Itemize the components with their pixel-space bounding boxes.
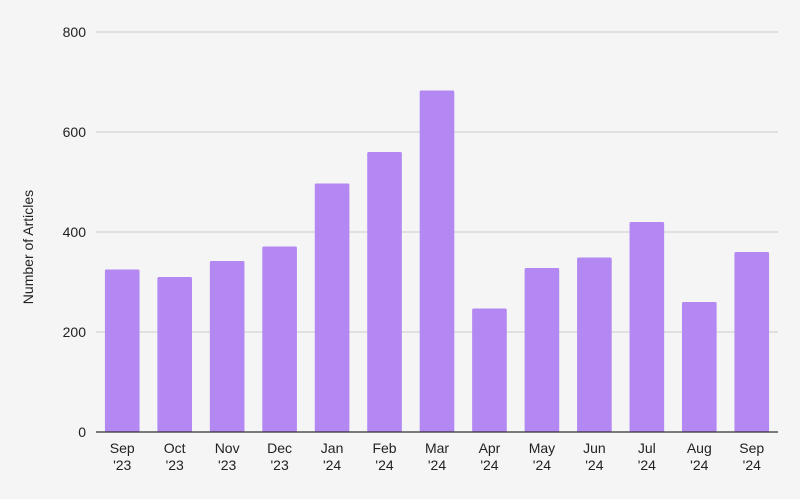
- y-tick-label: 600: [63, 124, 87, 140]
- y-tick-label: 800: [63, 24, 87, 40]
- y-axis-ticks: 0 200 400 600 800: [63, 24, 87, 440]
- bar: [209, 261, 245, 432]
- bar: [314, 183, 350, 432]
- y-tick-label: 400: [63, 224, 87, 240]
- bar: [104, 269, 140, 432]
- x-tick-label: Apr '24: [479, 440, 501, 473]
- x-tick-label: Aug '24: [687, 440, 712, 473]
- y-axis-label: Number of Articles: [20, 190, 36, 304]
- y-tick-label: 200: [63, 324, 87, 340]
- bar: [524, 268, 560, 432]
- y-tick-label: 0: [78, 424, 86, 440]
- x-tick-label: May '24: [529, 440, 555, 473]
- x-tick-label: Dec '23: [267, 440, 292, 473]
- x-tick-label: Jul '24: [638, 440, 656, 473]
- x-tick-label: Feb '24: [372, 440, 396, 473]
- x-tick-label: Jun '24: [583, 440, 606, 473]
- x-tick-label: Nov '23: [215, 440, 240, 473]
- bar: [681, 302, 717, 432]
- bar: [734, 252, 770, 432]
- x-tick-label: Oct '23: [164, 440, 186, 473]
- bar: [472, 308, 507, 432]
- bar: [629, 222, 665, 432]
- x-tick-label: Sep '24: [739, 440, 764, 473]
- bar: [367, 152, 402, 432]
- bar: [419, 90, 455, 432]
- x-tick-label: Mar '24: [425, 440, 449, 473]
- bar: [157, 277, 193, 432]
- bar: [577, 257, 612, 432]
- x-axis-ticks: Sep '23 Oct '23 Nov '23 Dec '23 Jan '24 Feb '24 Mar '…: [110, 440, 765, 473]
- x-tick-label: Jan '24: [321, 440, 344, 473]
- bars: [104, 90, 770, 432]
- bar: [262, 246, 297, 432]
- x-tick-label: Sep '23: [110, 440, 135, 473]
